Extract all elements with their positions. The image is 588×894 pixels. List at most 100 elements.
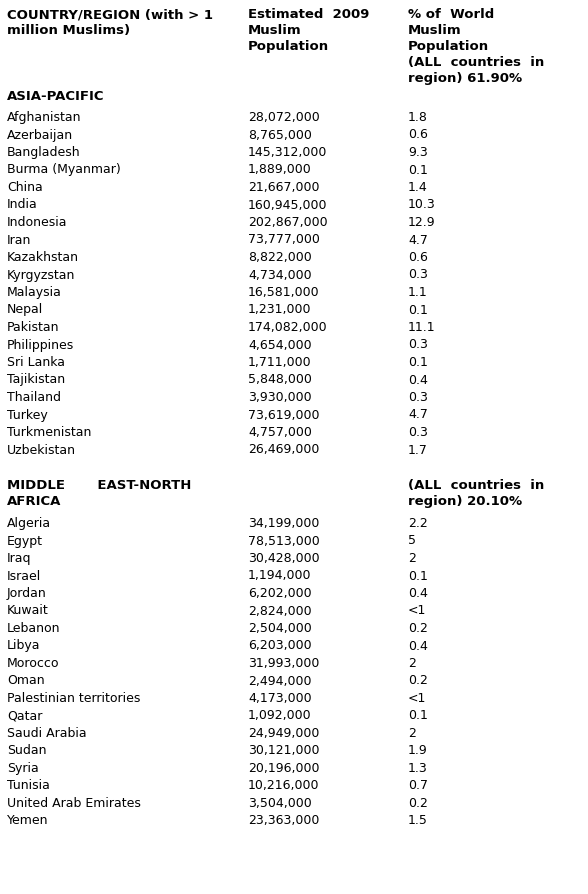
Text: 20,196,000: 20,196,000	[248, 761, 319, 774]
Text: 2,824,000: 2,824,000	[248, 603, 312, 617]
Text: Pakistan: Pakistan	[7, 321, 59, 333]
Text: 0.3: 0.3	[408, 391, 428, 403]
Text: Oman: Oman	[7, 674, 45, 687]
Text: 0.2: 0.2	[408, 621, 428, 634]
Text: 5: 5	[408, 534, 416, 547]
Text: Algeria: Algeria	[7, 517, 51, 529]
Text: 0.6: 0.6	[408, 129, 428, 141]
Text: Jordan: Jordan	[7, 586, 47, 599]
Text: Nepal: Nepal	[7, 303, 44, 316]
Text: 9.3: 9.3	[408, 146, 427, 159]
Text: 30,121,000: 30,121,000	[248, 744, 319, 756]
Text: Syria: Syria	[7, 761, 39, 774]
Text: 11.1: 11.1	[408, 321, 436, 333]
Text: AFRICA: AFRICA	[7, 494, 61, 508]
Text: Morocco: Morocco	[7, 656, 59, 670]
Text: Sri Lanka: Sri Lanka	[7, 356, 65, 368]
Text: 10,216,000: 10,216,000	[248, 779, 319, 791]
Text: India: India	[7, 198, 38, 211]
Text: 4,734,000: 4,734,000	[248, 268, 312, 282]
Text: 0.1: 0.1	[408, 303, 428, 316]
Text: Uzbekistan: Uzbekistan	[7, 443, 76, 456]
Text: Estimated  2009
Muslim
Population: Estimated 2009 Muslim Population	[248, 8, 369, 53]
Text: 3,930,000: 3,930,000	[248, 391, 312, 403]
Text: 2: 2	[408, 552, 416, 564]
Text: 0.4: 0.4	[408, 639, 428, 652]
Text: 1,889,000: 1,889,000	[248, 164, 312, 176]
Text: region) 20.10%: region) 20.10%	[408, 494, 522, 508]
Text: Yemen: Yemen	[7, 814, 48, 827]
Text: % of  World
Muslim
Population
(ALL  countries  in
region) 61.90%: % of World Muslim Population (ALL countr…	[408, 8, 544, 85]
Text: Qatar: Qatar	[7, 709, 42, 721]
Text: 3,504,000: 3,504,000	[248, 797, 312, 809]
Text: MIDDLE       EAST-NORTH: MIDDLE EAST-NORTH	[7, 478, 191, 492]
Text: COUNTRY/REGION (with > 1
million Muslims): COUNTRY/REGION (with > 1 million Muslims…	[7, 8, 213, 37]
Text: 160,945,000: 160,945,000	[248, 198, 328, 211]
Text: Libya: Libya	[7, 639, 41, 652]
Text: 4.7: 4.7	[408, 408, 428, 421]
Text: Tajikistan: Tajikistan	[7, 373, 65, 386]
Text: Palestinian territories: Palestinian territories	[7, 691, 141, 704]
Text: Kyrgyzstan: Kyrgyzstan	[7, 268, 75, 282]
Text: 2: 2	[408, 656, 416, 670]
Text: 1,092,000: 1,092,000	[248, 709, 312, 721]
Text: 1.7: 1.7	[408, 443, 428, 456]
Text: 0.3: 0.3	[408, 338, 428, 351]
Text: 0.7: 0.7	[408, 779, 428, 791]
Text: Thailand: Thailand	[7, 391, 61, 403]
Text: 174,082,000: 174,082,000	[248, 321, 328, 333]
Text: Turkmenistan: Turkmenistan	[7, 426, 91, 439]
Text: Lebanon: Lebanon	[7, 621, 61, 634]
Text: <1: <1	[408, 603, 426, 617]
Text: Burma (Myanmar): Burma (Myanmar)	[7, 164, 121, 176]
Text: Malaysia: Malaysia	[7, 286, 62, 299]
Text: 1.4: 1.4	[408, 181, 427, 194]
Text: Turkey: Turkey	[7, 408, 48, 421]
Text: Tunisia: Tunisia	[7, 779, 50, 791]
Text: 28,072,000: 28,072,000	[248, 111, 320, 124]
Text: 1.1: 1.1	[408, 286, 427, 299]
Text: 1.5: 1.5	[408, 814, 428, 827]
Text: 0.4: 0.4	[408, 373, 428, 386]
Text: 31,993,000: 31,993,000	[248, 656, 319, 670]
Text: 6,202,000: 6,202,000	[248, 586, 312, 599]
Text: United Arab Emirates: United Arab Emirates	[7, 797, 141, 809]
Text: 0.3: 0.3	[408, 268, 428, 282]
Text: 0.4: 0.4	[408, 586, 428, 599]
Text: 4,173,000: 4,173,000	[248, 691, 312, 704]
Text: 4,757,000: 4,757,000	[248, 426, 312, 439]
Text: 0.1: 0.1	[408, 356, 428, 368]
Text: Philippines: Philippines	[7, 338, 74, 351]
Text: 4,654,000: 4,654,000	[248, 338, 312, 351]
Text: <1: <1	[408, 691, 426, 704]
Text: 78,513,000: 78,513,000	[248, 534, 320, 547]
Text: 16,581,000: 16,581,000	[248, 286, 320, 299]
Text: 0.1: 0.1	[408, 164, 428, 176]
Text: 2,494,000: 2,494,000	[248, 674, 312, 687]
Text: Azerbaijan: Azerbaijan	[7, 129, 73, 141]
Text: Iran: Iran	[7, 233, 31, 246]
Text: 0.1: 0.1	[408, 569, 428, 582]
Text: 21,667,000: 21,667,000	[248, 181, 319, 194]
Text: Bangladesh: Bangladesh	[7, 146, 81, 159]
Text: Israel: Israel	[7, 569, 41, 582]
Text: 34,199,000: 34,199,000	[248, 517, 319, 529]
Text: 0.3: 0.3	[408, 426, 428, 439]
Text: 2.2: 2.2	[408, 517, 427, 529]
Text: 2: 2	[408, 726, 416, 739]
Text: 6,203,000: 6,203,000	[248, 639, 312, 652]
Text: ASIA-PACIFIC: ASIA-PACIFIC	[7, 90, 105, 103]
Text: Indonesia: Indonesia	[7, 215, 68, 229]
Text: 12.9: 12.9	[408, 215, 436, 229]
Text: Afghanistan: Afghanistan	[7, 111, 82, 124]
Text: Iraq: Iraq	[7, 552, 32, 564]
Text: 1,194,000: 1,194,000	[248, 569, 312, 582]
Text: 145,312,000: 145,312,000	[248, 146, 328, 159]
Text: Sudan: Sudan	[7, 744, 46, 756]
Text: 202,867,000: 202,867,000	[248, 215, 328, 229]
Text: Kuwait: Kuwait	[7, 603, 49, 617]
Text: 10.3: 10.3	[408, 198, 436, 211]
Text: China: China	[7, 181, 43, 194]
Text: 2,504,000: 2,504,000	[248, 621, 312, 634]
Text: 1,231,000: 1,231,000	[248, 303, 312, 316]
